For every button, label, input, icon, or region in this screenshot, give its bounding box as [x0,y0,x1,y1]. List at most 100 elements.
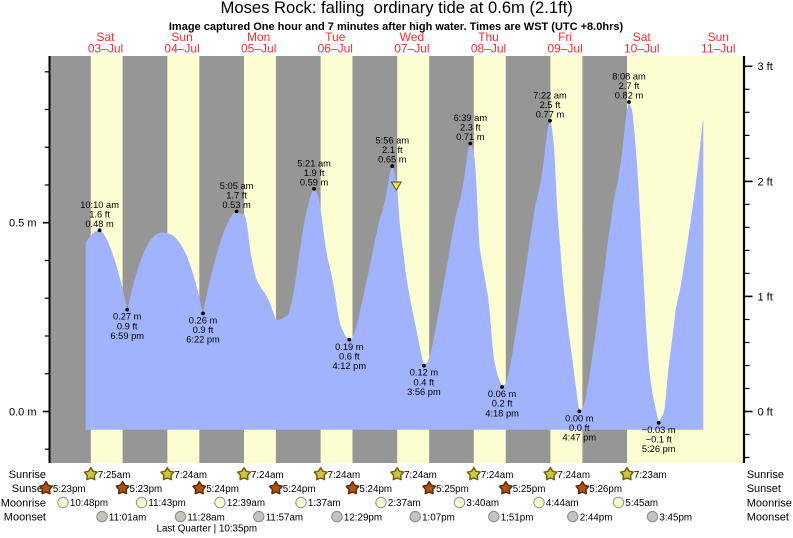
svg-text:6:39 am: 6:39 am [454,113,488,123]
svg-text:5:23pm: 5:23pm [53,484,86,495]
svg-text:0.53 m: 0.53 m [222,200,251,210]
svg-text:0.59 m: 0.59 m [300,177,329,187]
svg-text:03–Jul: 03–Jul [88,41,123,55]
svg-text:0.2 ft: 0.2 ft [492,399,513,409]
svg-text:04–Jul: 04–Jul [164,41,199,55]
svg-text:5:45am: 5:45am [625,498,658,509]
svg-text:2.1 ft: 2.1 ft [382,145,403,155]
svg-text:0.9 ft: 0.9 ft [193,325,214,335]
svg-text:0.19 m: 0.19 m [335,342,364,352]
svg-text:Moonrise: Moonrise [1,497,46,509]
svg-text:7:24am: 7:24am [557,470,590,481]
svg-text:10–Jul: 10–Jul [624,41,659,55]
svg-text:0.00 m: 0.00 m [565,413,594,423]
svg-text:3:40am: 3:40am [466,498,499,509]
svg-text:1.9 ft: 1.9 ft [304,168,325,178]
svg-text:06–Jul: 06–Jul [318,41,353,55]
svg-text:7:24am: 7:24am [481,470,514,481]
svg-text:1.7 ft: 1.7 ft [226,190,247,200]
svg-text:Moonrise: Moonrise [747,497,792,509]
svg-text:5:25pm: 5:25pm [513,484,546,495]
svg-text:Sunset: Sunset [747,483,781,495]
svg-text:5:05 am: 5:05 am [220,181,254,191]
svg-text:2:44pm: 2:44pm [580,512,613,523]
svg-text:0.48 m: 0.48 m [85,219,114,229]
svg-text:7:25am: 7:25am [98,470,131,481]
svg-text:1:51pm: 1:51pm [501,512,534,523]
svg-text:5:24pm: 5:24pm [359,484,392,495]
svg-text:7:24am: 7:24am [404,470,437,481]
svg-text:11:28am: 11:28am [187,512,224,523]
svg-text:11:57am: 11:57am [266,512,303,523]
svg-text:4:12 pm: 4:12 pm [333,361,367,371]
svg-text:5:24pm: 5:24pm [283,484,316,495]
svg-text:0.0 ft: 0.0 ft [569,423,590,433]
svg-text:05–Jul: 05–Jul [241,41,276,55]
svg-text:1.6 ft: 1.6 ft [89,209,110,219]
svg-text:2 ft: 2 ft [758,176,773,188]
svg-text:Moonset: Moonset [747,512,789,524]
svg-text:5:21 am: 5:21 am [297,158,331,168]
svg-text:Sun: Sun [708,30,729,44]
svg-text:Wed: Wed [400,30,424,44]
svg-text:1 ft: 1 ft [758,291,773,303]
svg-text:5:25pm: 5:25pm [436,484,469,495]
svg-text:2.5 ft: 2.5 ft [540,100,561,110]
svg-text:6:59 pm: 6:59 pm [110,331,144,341]
svg-text:6:22 pm: 6:22 pm [186,335,220,345]
svg-text:4:44am: 4:44am [546,498,579,509]
svg-text:Sunset: Sunset [12,483,46,495]
svg-text:7:24am: 7:24am [174,470,207,481]
svg-text:2:37am: 2:37am [388,498,421,509]
svg-text:7:24am: 7:24am [251,470,284,481]
svg-text:11:01am: 11:01am [109,512,146,523]
svg-text:3 ft: 3 ft [758,61,773,73]
svg-text:4:18 pm: 4:18 pm [485,408,519,418]
svg-text:0.4 ft: 0.4 ft [414,377,435,387]
svg-text:−0.03 m: −0.03 m [642,425,676,435]
svg-text:Moonset: Moonset [4,512,46,524]
svg-text:0.6 ft: 0.6 ft [339,352,360,362]
svg-text:12:29pm: 12:29pm [344,512,382,523]
svg-text:7:22 am: 7:22 am [533,90,567,100]
svg-text:0.5 m: 0.5 m [9,218,37,230]
svg-text:09–Jul: 09–Jul [547,41,582,55]
svg-text:Sun: Sun [171,30,192,44]
svg-text:3:45pm: 3:45pm [659,512,692,523]
svg-text:10:48pm: 10:48pm [70,498,108,509]
svg-text:0.27 m: 0.27 m [113,312,142,322]
svg-text:0.82 m: 0.82 m [615,91,644,101]
svg-text:5:24pm: 5:24pm [206,484,239,495]
svg-text:Sunrise: Sunrise [9,469,46,481]
svg-text:08–Jul: 08–Jul [471,41,506,55]
svg-text:12:39am: 12:39am [227,498,265,509]
svg-text:1:37am: 1:37am [308,498,341,509]
svg-text:0.77 m: 0.77 m [536,109,565,119]
svg-text:4:47 pm: 4:47 pm [563,433,597,443]
svg-text:5:56 am: 5:56 am [376,136,410,146]
svg-text:11–Jul: 11–Jul [701,41,735,55]
svg-text:2.7 ft: 2.7 ft [619,81,640,91]
svg-text:0.71 m: 0.71 m [456,132,485,142]
svg-text:5:23pm: 5:23pm [130,484,163,495]
svg-text:11:43pm: 11:43pm [148,498,185,509]
svg-text:7:23am: 7:23am [634,470,667,481]
svg-text:Moses Rock: falling ordinary: Moses Rock: falling ordinary tide at 0.6… [221,0,573,17]
svg-text:8:08 am: 8:08 am [612,72,646,82]
svg-text:Mon: Mon [247,30,270,44]
svg-text:Sunrise: Sunrise [747,469,784,481]
svg-text:07–Jul: 07–Jul [394,41,429,55]
svg-text:2.3 ft: 2.3 ft [460,123,481,133]
svg-text:0.26 m: 0.26 m [189,316,218,326]
svg-text:10:10 am: 10:10 am [80,200,119,210]
svg-text:0.06 m: 0.06 m [488,389,517,399]
svg-text:0.12 m: 0.12 m [410,368,439,378]
svg-text:Image captured One hour and 7: Image captured One hour and 7 minutes af… [169,21,624,33]
svg-text:Sat: Sat [633,30,652,44]
svg-text:Tue: Tue [325,30,346,44]
svg-text:0.0 m: 0.0 m [9,406,37,418]
svg-text:Sat: Sat [96,30,115,44]
svg-text:5:26pm: 5:26pm [589,484,622,495]
svg-text:0.65 m: 0.65 m [378,155,407,165]
svg-text:−0.1 ft: −0.1 ft [646,435,673,445]
